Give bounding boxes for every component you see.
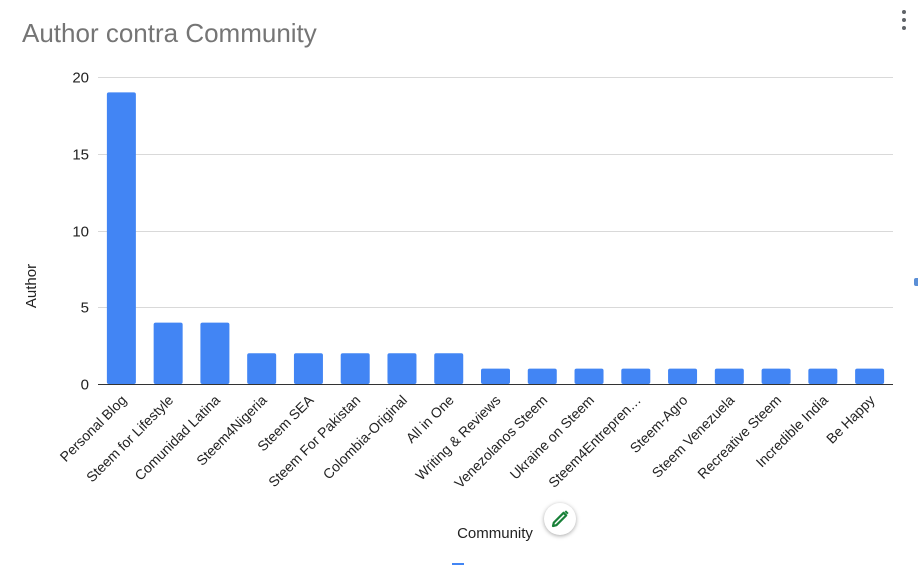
bar[interactable] — [668, 368, 698, 384]
x-tick-label: Steem Venezuela — [649, 392, 738, 481]
bar[interactable] — [481, 368, 510, 384]
bar[interactable] — [340, 353, 370, 384]
x-tick-label: Recreative Steem — [694, 392, 784, 482]
x-axis-label: Community — [457, 525, 533, 542]
pencil-icon — [551, 510, 569, 528]
bar[interactable] — [200, 322, 230, 384]
y-tick-label: 5 — [81, 300, 89, 317]
x-tick-label: Ukraine on Steem — [507, 392, 598, 483]
y-tick-label: 15 — [72, 147, 89, 164]
bar[interactable] — [434, 353, 464, 384]
bar[interactable] — [106, 92, 136, 384]
bar[interactable] — [621, 368, 651, 384]
x-tick-label: Steem for Lifestyle — [83, 392, 176, 485]
x-tick-label: Colombia-Original — [320, 392, 411, 483]
more-vert-icon[interactable] — [896, 8, 912, 32]
bar[interactable] — [714, 368, 744, 384]
edit-chart-button[interactable] — [544, 503, 576, 535]
page-indicator — [452, 563, 464, 565]
chart-title: Author contra Community — [22, 18, 317, 48]
y-tick-label: 20 — [72, 70, 89, 87]
bar[interactable] — [855, 368, 885, 384]
bar[interactable] — [761, 368, 791, 384]
bars — [106, 92, 885, 384]
gridlines — [98, 77, 893, 308]
bar[interactable] — [808, 368, 838, 384]
scroll-indicator — [914, 278, 918, 286]
y-axis-ticks: 0 5 10 15 20 — [72, 70, 89, 394]
bar[interactable] — [387, 353, 417, 384]
bar[interactable] — [574, 368, 604, 384]
x-tick-label: Writing & Reviews — [412, 392, 503, 483]
bar[interactable] — [247, 353, 277, 384]
y-tick-label: 0 — [81, 377, 89, 394]
bar[interactable] — [527, 368, 557, 384]
x-tick-label: Comunidad Latina — [131, 392, 223, 484]
y-axis-label: Author — [23, 264, 40, 308]
bar[interactable] — [153, 322, 183, 384]
bar[interactable] — [293, 353, 323, 384]
y-tick-label: 10 — [72, 224, 89, 241]
x-tick-label: Be Happy — [823, 392, 878, 447]
